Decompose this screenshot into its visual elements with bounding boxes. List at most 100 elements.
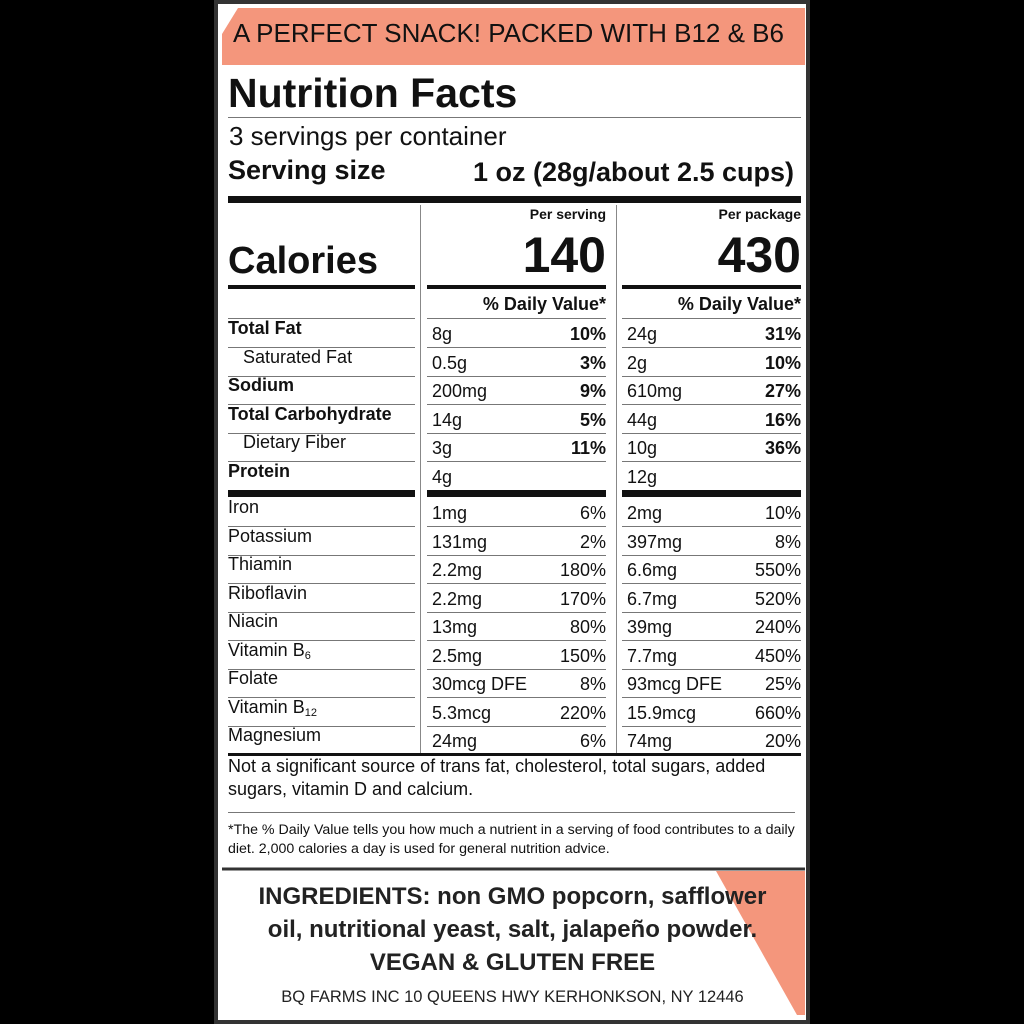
- amount-cell: 24mg 6%: [427, 727, 606, 755]
- amount: 6.6mg: [627, 560, 678, 580]
- thick-rule: [622, 490, 801, 497]
- thick-rule: [427, 490, 606, 497]
- amount-cell: 2.2mg 170%: [427, 585, 606, 613]
- daily-value: 10%: [764, 503, 801, 523]
- banner-background: [222, 8, 805, 65]
- banner-text: A PERFECT SNACK! PACKED WITH B12 & B6: [233, 18, 784, 48]
- rule: [228, 812, 795, 813]
- nutrient-name: Thiamin: [228, 554, 415, 584]
- nutrient-name: Potassium: [228, 526, 415, 556]
- nutrient-name: Riboflavin: [228, 583, 415, 613]
- column-divider: [420, 205, 421, 755]
- amount: 1mg: [432, 503, 468, 523]
- column-header: Per package: [718, 206, 802, 222]
- calories-label: Calories: [228, 240, 378, 282]
- daily-value: 240%: [754, 617, 801, 637]
- amount: 610mg: [627, 381, 683, 401]
- nutrient-name: Sodium: [228, 375, 415, 405]
- nutrient-name-text: Total Fat: [228, 318, 302, 338]
- amount-cell: 12g: [622, 463, 801, 491]
- amount-cell: 1mg 6%: [427, 499, 606, 527]
- amount: 24mg: [432, 731, 478, 751]
- amount: 397mg: [627, 531, 683, 552]
- thick-rule: [228, 196, 801, 203]
- amount: 10g: [627, 438, 658, 458]
- amount: 2g: [627, 352, 648, 373]
- nutrient-name-text: Magnesium: [228, 725, 322, 745]
- nutrient-name-text: Folate: [228, 668, 279, 688]
- daily-value: 170%: [559, 588, 606, 609]
- daily-value: 10%: [764, 352, 801, 373]
- daily-value: 9%: [579, 381, 606, 401]
- daily-value: 80%: [569, 617, 606, 637]
- amount-cell: 44g 16%: [622, 406, 801, 434]
- daily-value: 520%: [754, 588, 801, 609]
- nutrient-name: Dietary Fiber: [228, 432, 415, 462]
- column-header: Per serving: [529, 206, 606, 222]
- amount: 2.5mg: [432, 645, 483, 666]
- daily-value: 150%: [559, 645, 606, 666]
- amount-cell: 5.3mcg 220%: [427, 699, 606, 727]
- daily-value: 10%: [569, 324, 606, 344]
- daily-value: 8%: [774, 531, 801, 552]
- rule: [427, 318, 606, 319]
- servings: 3 servings per container: [229, 121, 507, 151]
- amount-cell: 24g 31%: [622, 320, 801, 348]
- amount-cell: 2.5mg 150%: [427, 642, 606, 670]
- dv-header: % Daily Value*: [677, 294, 801, 314]
- daily-value: 6%: [579, 503, 606, 523]
- amount: 44g: [627, 409, 658, 430]
- calories-value: 140: [522, 227, 606, 283]
- amount-cell: 93mcg DFE 25%: [622, 670, 801, 698]
- amount: 6.7mg: [627, 588, 678, 609]
- daily-value: 31%: [764, 324, 801, 344]
- amount: 0.5g: [432, 352, 468, 373]
- amount-cell: 3g 11%: [427, 434, 606, 462]
- note: Not a significant source of trans fat, c…: [228, 756, 766, 799]
- amount: 2mg: [627, 503, 663, 523]
- nutrient-name: Folate: [228, 668, 415, 698]
- amount: 8g: [432, 324, 453, 344]
- amount: 39mg: [627, 617, 673, 637]
- amount: 7.7mg: [627, 645, 678, 666]
- daily-value: 25%: [764, 674, 801, 694]
- daily-value: 11%: [570, 438, 606, 458]
- amount-cell: 2g 10%: [622, 349, 801, 377]
- nutrient-name: Niacin: [228, 611, 415, 641]
- nutrient-name-text: Thiamin: [228, 554, 293, 574]
- amount-cell: 39mg 240%: [622, 613, 801, 641]
- ingredients-accent: [716, 871, 805, 1015]
- nutrient-name-text: Riboflavin: [228, 582, 308, 603]
- nutrient-name-text: Saturated Fat: [243, 346, 353, 367]
- amount: 2.2mg: [432, 588, 483, 609]
- rule: [622, 318, 801, 319]
- rule: [228, 117, 801, 118]
- daily-value: 36%: [764, 438, 801, 458]
- nutrient-name-text: Total Carbohydrate: [228, 403, 392, 424]
- amount-cell: 6.7mg 520%: [622, 585, 801, 613]
- serving-size-label: Serving size: [228, 155, 386, 185]
- subscript: 6: [304, 649, 311, 662]
- serving-size-value: 1 oz (28g/about 2.5 cups): [472, 157, 794, 187]
- nutrient-name-text: Vitamin B6: [228, 639, 311, 662]
- amount: 74mg: [627, 731, 673, 751]
- amount-cell: 13mg 80%: [427, 613, 606, 641]
- amount: 30mcg DFE: [432, 674, 528, 694]
- amount-cell: 74mg 20%: [622, 727, 801, 755]
- rule: [228, 318, 415, 319]
- address: BQ FARMS INC 10 QUEENS HWY KERHONKSON, N…: [281, 988, 744, 1006]
- amount: 24g: [627, 324, 658, 344]
- dv-header: % Daily Value*: [482, 294, 606, 314]
- nutrient-name-text: Potassium: [228, 525, 313, 546]
- daily-value: 3%: [579, 352, 606, 373]
- footnote: *The % Daily Value tells you how much a …: [228, 822, 795, 857]
- daily-value: 6%: [579, 731, 606, 751]
- amount-cell: 610mg 27%: [622, 377, 801, 405]
- thick-rule: [228, 285, 415, 289]
- nutrient-name: Saturated Fat: [228, 347, 415, 377]
- amount: 200mg: [432, 381, 488, 401]
- amount-cell: 7.7mg 450%: [622, 642, 801, 670]
- thick-rule: [228, 753, 801, 756]
- nutrient-name: Vitamin B12: [228, 697, 415, 727]
